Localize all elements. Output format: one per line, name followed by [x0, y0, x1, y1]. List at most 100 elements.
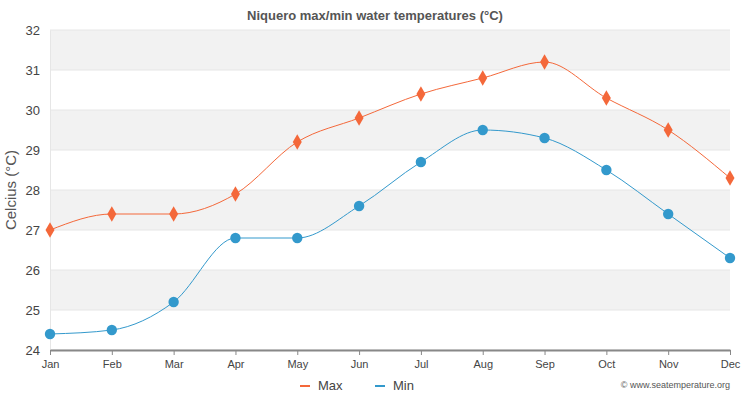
series-marker[interactable]: [663, 209, 673, 219]
x-tick: May: [287, 350, 308, 370]
x-tick-mark: [174, 350, 175, 355]
y-tick-label: 30: [26, 103, 40, 118]
y-axis-title: Celcius (°C): [2, 150, 19, 230]
y-tick: 28: [26, 183, 50, 198]
series-marker[interactable]: [45, 329, 55, 339]
x-tick: Jul: [414, 350, 428, 370]
y-tick: 30: [26, 103, 50, 118]
series-marker[interactable]: [725, 253, 735, 263]
series-marker[interactable]: [601, 165, 611, 175]
series-marker[interactable]: [726, 170, 735, 186]
series-marker[interactable]: [416, 157, 426, 167]
series-marker[interactable]: [293, 134, 302, 150]
chart-title: Niquero max/min water temperatures (°C): [247, 8, 503, 23]
x-tick-mark: [483, 350, 484, 355]
x-tick-label: Aug: [473, 358, 493, 370]
series-line: [50, 130, 730, 334]
series-marker[interactable]: [230, 233, 240, 243]
grid-line: [50, 310, 730, 311]
y-tick: 31: [26, 63, 50, 78]
x-tick: Dec: [721, 350, 741, 370]
y-tick: 26: [26, 263, 50, 278]
series-marker[interactable]: [168, 297, 178, 307]
y-axis: 242526272829303132: [26, 23, 51, 358]
series-marker[interactable]: [107, 206, 116, 222]
series-marker[interactable]: [355, 110, 364, 126]
series-line: [50, 62, 730, 230]
series-marker[interactable]: [478, 70, 487, 86]
grid-band: [50, 190, 730, 230]
x-tick-label: Dec: [721, 358, 741, 370]
x-axis-line: [51, 350, 731, 352]
y-tick-label: 27: [26, 223, 40, 238]
series-marker[interactable]: [46, 222, 55, 238]
grid-line: [50, 70, 730, 71]
legend: Max Min: [300, 378, 414, 393]
grid-line: [50, 350, 730, 351]
x-tick-label: Jun: [351, 358, 369, 370]
grid: [50, 30, 730, 350]
legend-label[interactable]: Max: [318, 378, 343, 393]
grid-line: [50, 30, 730, 31]
x-tick: Apr: [227, 350, 244, 370]
y-tick-label: 32: [26, 23, 40, 38]
series-marker[interactable]: [107, 325, 117, 335]
series-marker[interactable]: [354, 201, 364, 211]
x-tick-label: Nov: [659, 358, 679, 370]
legend-swatch: [300, 385, 310, 387]
grid-line: [50, 270, 730, 271]
x-tick-mark: [421, 350, 422, 355]
x-tick-mark: [730, 350, 731, 355]
y-tick-label: 28: [26, 183, 40, 198]
series-marker[interactable]: [169, 206, 178, 222]
y-tick-label: 24: [26, 343, 40, 358]
x-tick: Mar: [165, 350, 184, 370]
y-tick-label: 31: [26, 63, 40, 78]
series-marker[interactable]: [540, 54, 549, 70]
x-tick-label: Jan: [42, 358, 60, 370]
series-marker[interactable]: [478, 125, 488, 135]
y-tick-label: 26: [26, 263, 40, 278]
x-tick-mark: [606, 350, 607, 355]
series-marker[interactable]: [539, 133, 549, 143]
series-marker[interactable]: [602, 90, 611, 106]
x-tick: Nov: [659, 350, 679, 370]
series-marker[interactable]: [664, 122, 673, 138]
x-tick-label: Jul: [414, 358, 428, 370]
x-tick-mark: [50, 350, 51, 355]
x-tick: Sep: [535, 350, 555, 370]
grid-line: [50, 230, 730, 231]
x-tick-mark: [297, 350, 298, 355]
y-tick: 32: [26, 23, 50, 38]
series-marker[interactable]: [292, 233, 302, 243]
grid-band: [50, 30, 730, 70]
legend-label[interactable]: Min: [393, 378, 414, 393]
x-tick: Aug: [473, 350, 493, 370]
x-tick-mark: [112, 350, 113, 355]
x-tick-label: May: [287, 358, 308, 370]
x-tick: Oct: [598, 350, 615, 370]
series-marker[interactable]: [231, 186, 240, 202]
x-axis: Jan Feb Mar Apr May Jun Jul Aug Sep Oct Nov Dec: [42, 350, 741, 370]
y-tick: 24: [26, 343, 50, 358]
chart-svg: 242526272829303132JanFebMarAprMayJunJulA…: [0, 0, 750, 400]
grid-line: [50, 110, 730, 111]
x-tick-label: Oct: [598, 358, 615, 370]
x-tick: Jun: [351, 350, 369, 370]
x-tick-label: Mar: [165, 358, 184, 370]
grid-band: [50, 270, 730, 310]
x-tick-label: Sep: [535, 358, 555, 370]
x-tick: Feb: [103, 350, 122, 370]
x-tick-label: Feb: [103, 358, 122, 370]
x-tick-mark: [545, 350, 546, 355]
x-tick-mark: [359, 350, 360, 355]
grid-band: [50, 110, 730, 150]
legend-swatch: [375, 385, 385, 387]
y-tick-label: 29: [26, 143, 40, 158]
x-tick-mark: [235, 350, 236, 355]
plot-area: [45, 54, 735, 339]
x-tick: Jan: [42, 350, 60, 370]
series-marker[interactable]: [416, 86, 425, 102]
x-tick-label: Apr: [227, 358, 244, 370]
y-tick: 29: [26, 143, 50, 158]
